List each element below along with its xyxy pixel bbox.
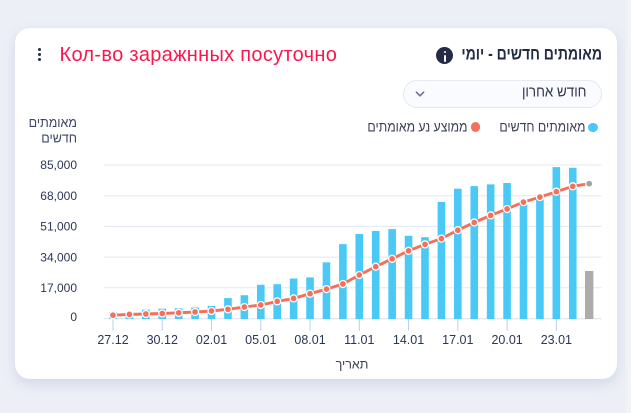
svg-text:34,000: 34,000 — [40, 250, 77, 264]
svg-text:0: 0 — [70, 310, 77, 324]
svg-text:68,000: 68,000 — [40, 189, 77, 203]
svg-text:30.12: 30.12 — [147, 333, 178, 347]
svg-text:17.01: 17.01 — [442, 333, 473, 347]
svg-text:תאריך: תאריך — [336, 357, 369, 371]
svg-text:20.01: 20.01 — [491, 333, 522, 347]
svg-text:51,000: 51,000 — [40, 220, 77, 234]
svg-text:27.12: 27.12 — [97, 333, 128, 347]
svg-text:02.01: 02.01 — [196, 333, 227, 347]
svg-text:85,000: 85,000 — [40, 158, 77, 172]
svg-text:08.01: 08.01 — [294, 333, 325, 347]
svg-text:05.01: 05.01 — [245, 333, 276, 347]
svg-text:14.01: 14.01 — [393, 333, 424, 347]
svg-text:17,000: 17,000 — [40, 281, 77, 295]
svg-text:11.01: 11.01 — [344, 333, 374, 347]
svg-text:23.01: 23.01 — [541, 333, 572, 347]
